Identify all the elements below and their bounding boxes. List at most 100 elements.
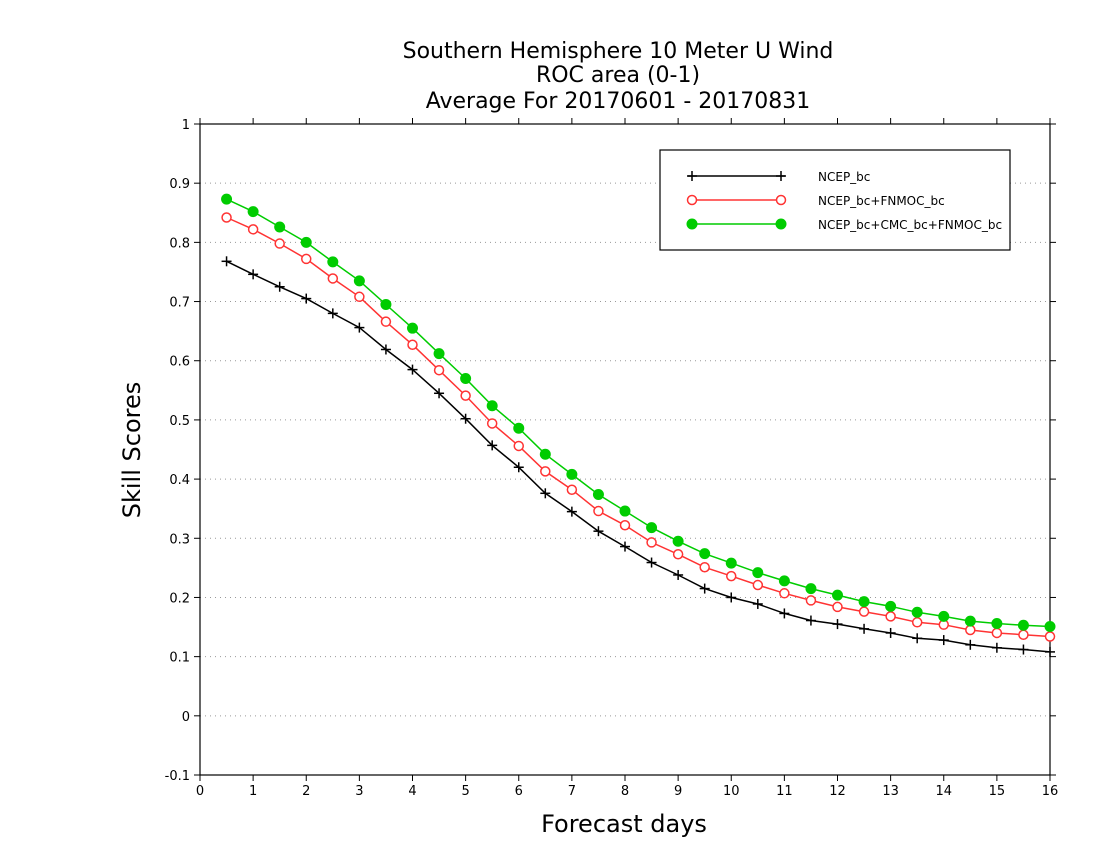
series-2 [221, 193, 1056, 632]
series-line-0 [226, 260, 1051, 653]
series-0-point-23 [832, 619, 843, 630]
x-tick-label-14: 14 [935, 784, 952, 799]
x-tick-label-5: 5 [461, 784, 469, 799]
x-tick-label-15: 15 [989, 784, 1006, 799]
legend-marker-end-0 [776, 171, 786, 181]
series-2-point-19 [725, 557, 737, 569]
series-1-point-0 [221, 212, 232, 223]
series-1-point-26 [911, 617, 923, 628]
x-tick-label-10: 10 [723, 784, 740, 799]
legend-entry-1: NCEP_bc+FNMOC_bc [686, 194, 945, 208]
x-tick-label-7: 7 [568, 784, 576, 799]
series-1-point-12 [540, 466, 551, 477]
x-tick-label-0: 0 [196, 784, 204, 799]
series-2-point-14 [592, 488, 604, 500]
series-1-point-4 [327, 273, 339, 284]
series-0-point-26 [912, 633, 923, 644]
series-1-point-3 [301, 253, 312, 265]
x-tick-label-12: 12 [829, 784, 846, 799]
y-tick-label-5: 0.4 [169, 473, 190, 488]
series-1-point-9 [460, 390, 471, 401]
x-tick-label-2: 2 [302, 784, 310, 799]
series-1-point-31 [1044, 631, 1056, 642]
y-tick-label-0: -0.1 [165, 769, 190, 784]
series-0-point-16 [646, 557, 657, 568]
series-0-point-17 [673, 569, 684, 580]
series-2-point-27 [938, 610, 950, 622]
series-0-point-22 [805, 615, 816, 626]
series-1-point-5 [354, 291, 365, 303]
series-1-point-19 [726, 570, 737, 582]
legend-label-2: NCEP_bc+CMC_bc+FNMOC_bc [818, 218, 1002, 232]
series-0 [221, 256, 1055, 657]
series-0-point-1 [248, 269, 259, 280]
series-1-point-18 [699, 562, 710, 573]
series-1-point-16 [646, 537, 657, 548]
series-0-point-21 [779, 608, 790, 619]
series-2-point-17 [672, 535, 684, 547]
series-0-point-4 [327, 308, 338, 319]
series-0-point-11 [513, 462, 524, 473]
series-0-point-25 [885, 627, 896, 638]
x-tick-label-8: 8 [621, 784, 629, 799]
series-2-point-30 [1017, 619, 1029, 631]
y-tick-label-6: 0.5 [169, 414, 190, 429]
series-2-point-31 [1044, 620, 1056, 632]
series-1-point-8 [433, 364, 445, 376]
series-1-point-7 [407, 339, 418, 350]
series-1 [221, 212, 1056, 642]
x-tick-label-13: 13 [882, 784, 899, 799]
series-0-point-3 [301, 293, 312, 304]
series-1-point-11 [513, 440, 524, 452]
y-tick-label-2: 0.1 [169, 651, 190, 666]
y-tick-label-4: 0.3 [169, 532, 190, 547]
series-1-point-25 [885, 611, 896, 622]
series-0-point-18 [699, 583, 710, 594]
series-0-point-15 [620, 541, 630, 552]
legend-marker-start-0 [687, 171, 697, 181]
y-tick-label-8: 0.7 [169, 296, 190, 311]
series-2-point-22 [805, 583, 817, 595]
series-0-point-7 [407, 364, 418, 375]
series-line-2 [226, 198, 1051, 628]
series-2-point-6 [380, 299, 392, 311]
y-axis-title: Skill Scores [118, 382, 146, 519]
series-1-point-24 [858, 606, 870, 617]
series-2-point-13 [566, 468, 578, 480]
series-0-point-9 [460, 413, 471, 424]
series-2-point-24 [858, 596, 870, 608]
chart-title-line-2: ROC area (0-1) [536, 63, 700, 88]
x-tick-label-6: 6 [515, 784, 523, 799]
series-2-point-4 [327, 256, 339, 268]
series-1-point-22 [805, 595, 817, 606]
series-1-point-6 [380, 316, 392, 327]
series-0-point-8 [434, 388, 445, 399]
series-0-point-0 [221, 256, 232, 267]
series-1-point-10 [486, 418, 498, 429]
series-2-point-1 [247, 206, 259, 218]
legend-label-0: NCEP_bc [818, 170, 870, 184]
chart-title-line-3: Average For 20170601 - 20170831 [426, 89, 811, 114]
y-tick-label-11: 1 [182, 118, 190, 133]
series-2-point-11 [513, 422, 525, 434]
series-0-point-28 [965, 639, 976, 650]
series-2-point-7 [407, 322, 418, 334]
x-tick-label-1: 1 [249, 784, 257, 799]
series-1-point-20 [752, 579, 764, 591]
ticks-layer: -0.100.10.20.30.40.50.60.70.80.910 1 2 3 4 5 6… [165, 118, 1058, 799]
y-tick-label-10: 0.9 [169, 177, 190, 192]
series-1-point-17 [672, 549, 684, 560]
series-2-point-18 [699, 548, 711, 560]
series-2-point-28 [964, 615, 976, 627]
series-1-point-21 [779, 588, 790, 599]
x-tick-label-9: 9 [674, 784, 682, 799]
series-2-point-2 [274, 221, 286, 233]
series-layer [221, 193, 1056, 657]
x-tick-label-4: 4 [408, 784, 416, 799]
legend-marker-start-1 [686, 194, 698, 206]
series-2-point-26 [911, 606, 923, 618]
series-2-point-12 [539, 448, 551, 460]
series-0-point-24 [859, 623, 870, 634]
